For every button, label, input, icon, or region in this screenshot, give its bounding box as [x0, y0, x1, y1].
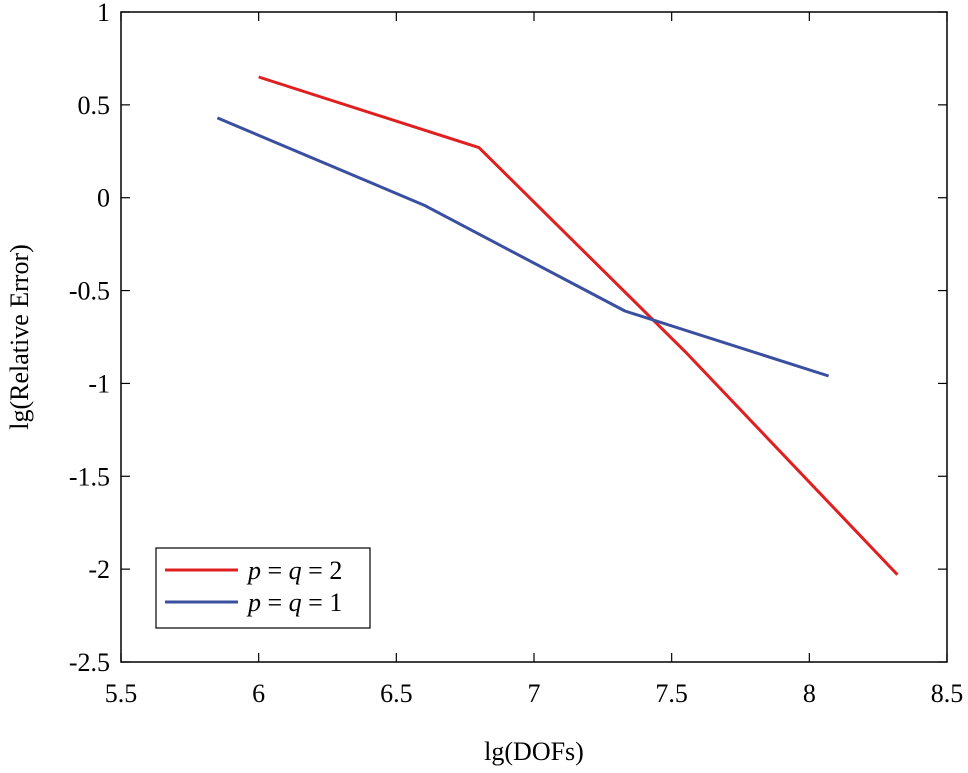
legend-label-p-q-1: p = q = 1: [246, 588, 342, 617]
x-tick-label: 6: [252, 679, 265, 708]
x-tick-label: 8.5: [931, 679, 964, 708]
legend-box: [155, 547, 371, 629]
x-axis-title: lg(DOFs): [484, 737, 584, 766]
x-tick-label: 5.5: [105, 679, 138, 708]
x-tick-label: 8: [803, 679, 816, 708]
legend: p = q = 2 p = q = 1: [155, 547, 371, 629]
y-tick-label: 0.5: [78, 91, 111, 120]
y-tick-label: -1.5: [69, 462, 110, 491]
legend-label-p-q-2: p = q = 2: [246, 556, 342, 585]
y-tick-label: -0.5: [69, 277, 110, 306]
series-lines: [216, 75, 899, 576]
series-line-p-q-1: [216, 116, 830, 378]
y-tick-label: 1: [97, 0, 110, 27]
y-axis-title: lg(Relative Error): [5, 244, 34, 430]
y-tick-label: -1: [88, 369, 110, 398]
y-tick-label: -2: [88, 555, 110, 584]
x-tick-label: 6.5: [380, 679, 413, 708]
y-tick-label: 0: [97, 184, 110, 213]
y-tick-label: -2.5: [69, 648, 110, 677]
x-tick-label: 7.5: [655, 679, 688, 708]
series-line-p-q-2: [258, 75, 899, 576]
x-tick-label: 7: [528, 679, 541, 708]
axis-ticks: 5.5 6 6.5 7 7.5 8 8.5 1 0.5 0 -0.5 -1 -1.5 -2 -2.5: [69, 0, 963, 708]
